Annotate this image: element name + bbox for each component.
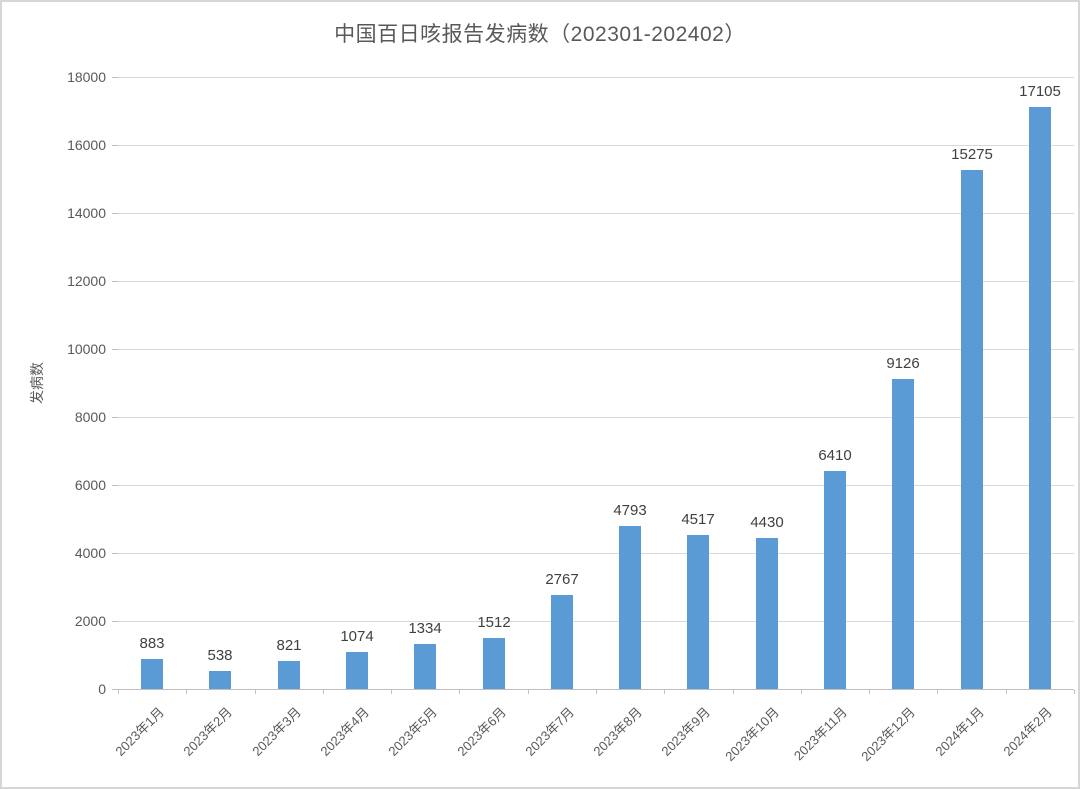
- gridline: [118, 485, 1074, 486]
- x-tick-mark: [391, 690, 392, 694]
- gridline: [118, 213, 1074, 214]
- bar: [824, 471, 846, 689]
- y-tick-mark: [112, 553, 118, 554]
- y-tick-label: 2000: [74, 613, 106, 629]
- y-tick-label: 12000: [67, 273, 106, 289]
- x-tick-mark: [528, 690, 529, 694]
- x-tick-mark: [733, 690, 734, 694]
- gridline: [118, 417, 1074, 418]
- chart-title: 中国百日咳报告发病数（202301-202402）: [334, 23, 746, 46]
- y-tick-mark: [112, 145, 118, 146]
- bar-value-label: 1512: [477, 614, 511, 631]
- y-tick-mark: [112, 213, 118, 214]
- x-tick-mark: [1074, 690, 1075, 694]
- gridline: [118, 145, 1074, 146]
- y-tick-label: 0: [98, 681, 106, 697]
- bar: [1029, 107, 1051, 689]
- y-tick-label: 10000: [67, 341, 106, 357]
- bar: [892, 378, 914, 689]
- x-tick-mark: [255, 690, 256, 694]
- x-tick-mark: [869, 690, 870, 694]
- bar: [209, 670, 231, 689]
- y-tick-label: 14000: [67, 205, 106, 221]
- gridline: [118, 621, 1074, 622]
- bar-value-label: 17105: [1019, 83, 1061, 100]
- y-tick-mark: [112, 485, 118, 486]
- bar-value-label: 538: [207, 647, 233, 664]
- x-tick-mark: [1006, 690, 1007, 694]
- x-axis-line: [112, 689, 1074, 690]
- bar: [687, 535, 709, 689]
- bar: [414, 643, 436, 689]
- gridline: [118, 553, 1074, 554]
- bar-value-label: 4793: [613, 502, 647, 519]
- y-axis-title: 发病数: [29, 362, 45, 404]
- bar-value-label: 2767: [545, 571, 579, 588]
- x-tick-mark: [118, 690, 119, 694]
- y-tick-label: 18000: [67, 69, 106, 85]
- bar-value-label: 4517: [681, 511, 715, 528]
- y-tick-label: 6000: [74, 477, 106, 493]
- gridline: [118, 281, 1074, 282]
- bar: [551, 594, 573, 689]
- gridline: [118, 349, 1074, 350]
- y-tick-mark: [112, 77, 118, 78]
- y-tick-mark: [112, 621, 118, 622]
- y-tick-label: 4000: [74, 545, 106, 561]
- bar: [483, 637, 505, 689]
- bar: [141, 658, 163, 689]
- x-tick-mark: [937, 690, 938, 694]
- bar-value-label: 821: [276, 637, 302, 654]
- bar-value-label: 6410: [818, 447, 852, 464]
- x-tick-mark: [596, 690, 597, 694]
- bar-value-label: 4430: [750, 514, 784, 531]
- bar: [619, 526, 641, 689]
- y-tick-mark: [112, 417, 118, 418]
- x-tick-mark: [186, 690, 187, 694]
- x-tick-mark: [801, 690, 802, 694]
- y-tick-label: 16000: [67, 137, 106, 153]
- bar: [278, 661, 300, 689]
- bar: [346, 652, 368, 689]
- bar-value-label: 15275: [951, 146, 993, 163]
- bar-value-label: 1334: [408, 620, 442, 637]
- y-tick-label: 8000: [74, 409, 106, 425]
- y-tick-mark: [112, 349, 118, 350]
- bar-value-label: 9126: [886, 355, 920, 372]
- gridline: [118, 77, 1074, 78]
- x-tick-mark: [664, 690, 665, 694]
- bar-value-label: 883: [139, 635, 165, 652]
- x-tick-mark: [459, 690, 460, 694]
- bar-value-label: 1074: [340, 628, 374, 645]
- y-tick-mark: [112, 281, 118, 282]
- bar: [756, 538, 778, 689]
- bar: [961, 169, 983, 689]
- x-tick-mark: [323, 690, 324, 694]
